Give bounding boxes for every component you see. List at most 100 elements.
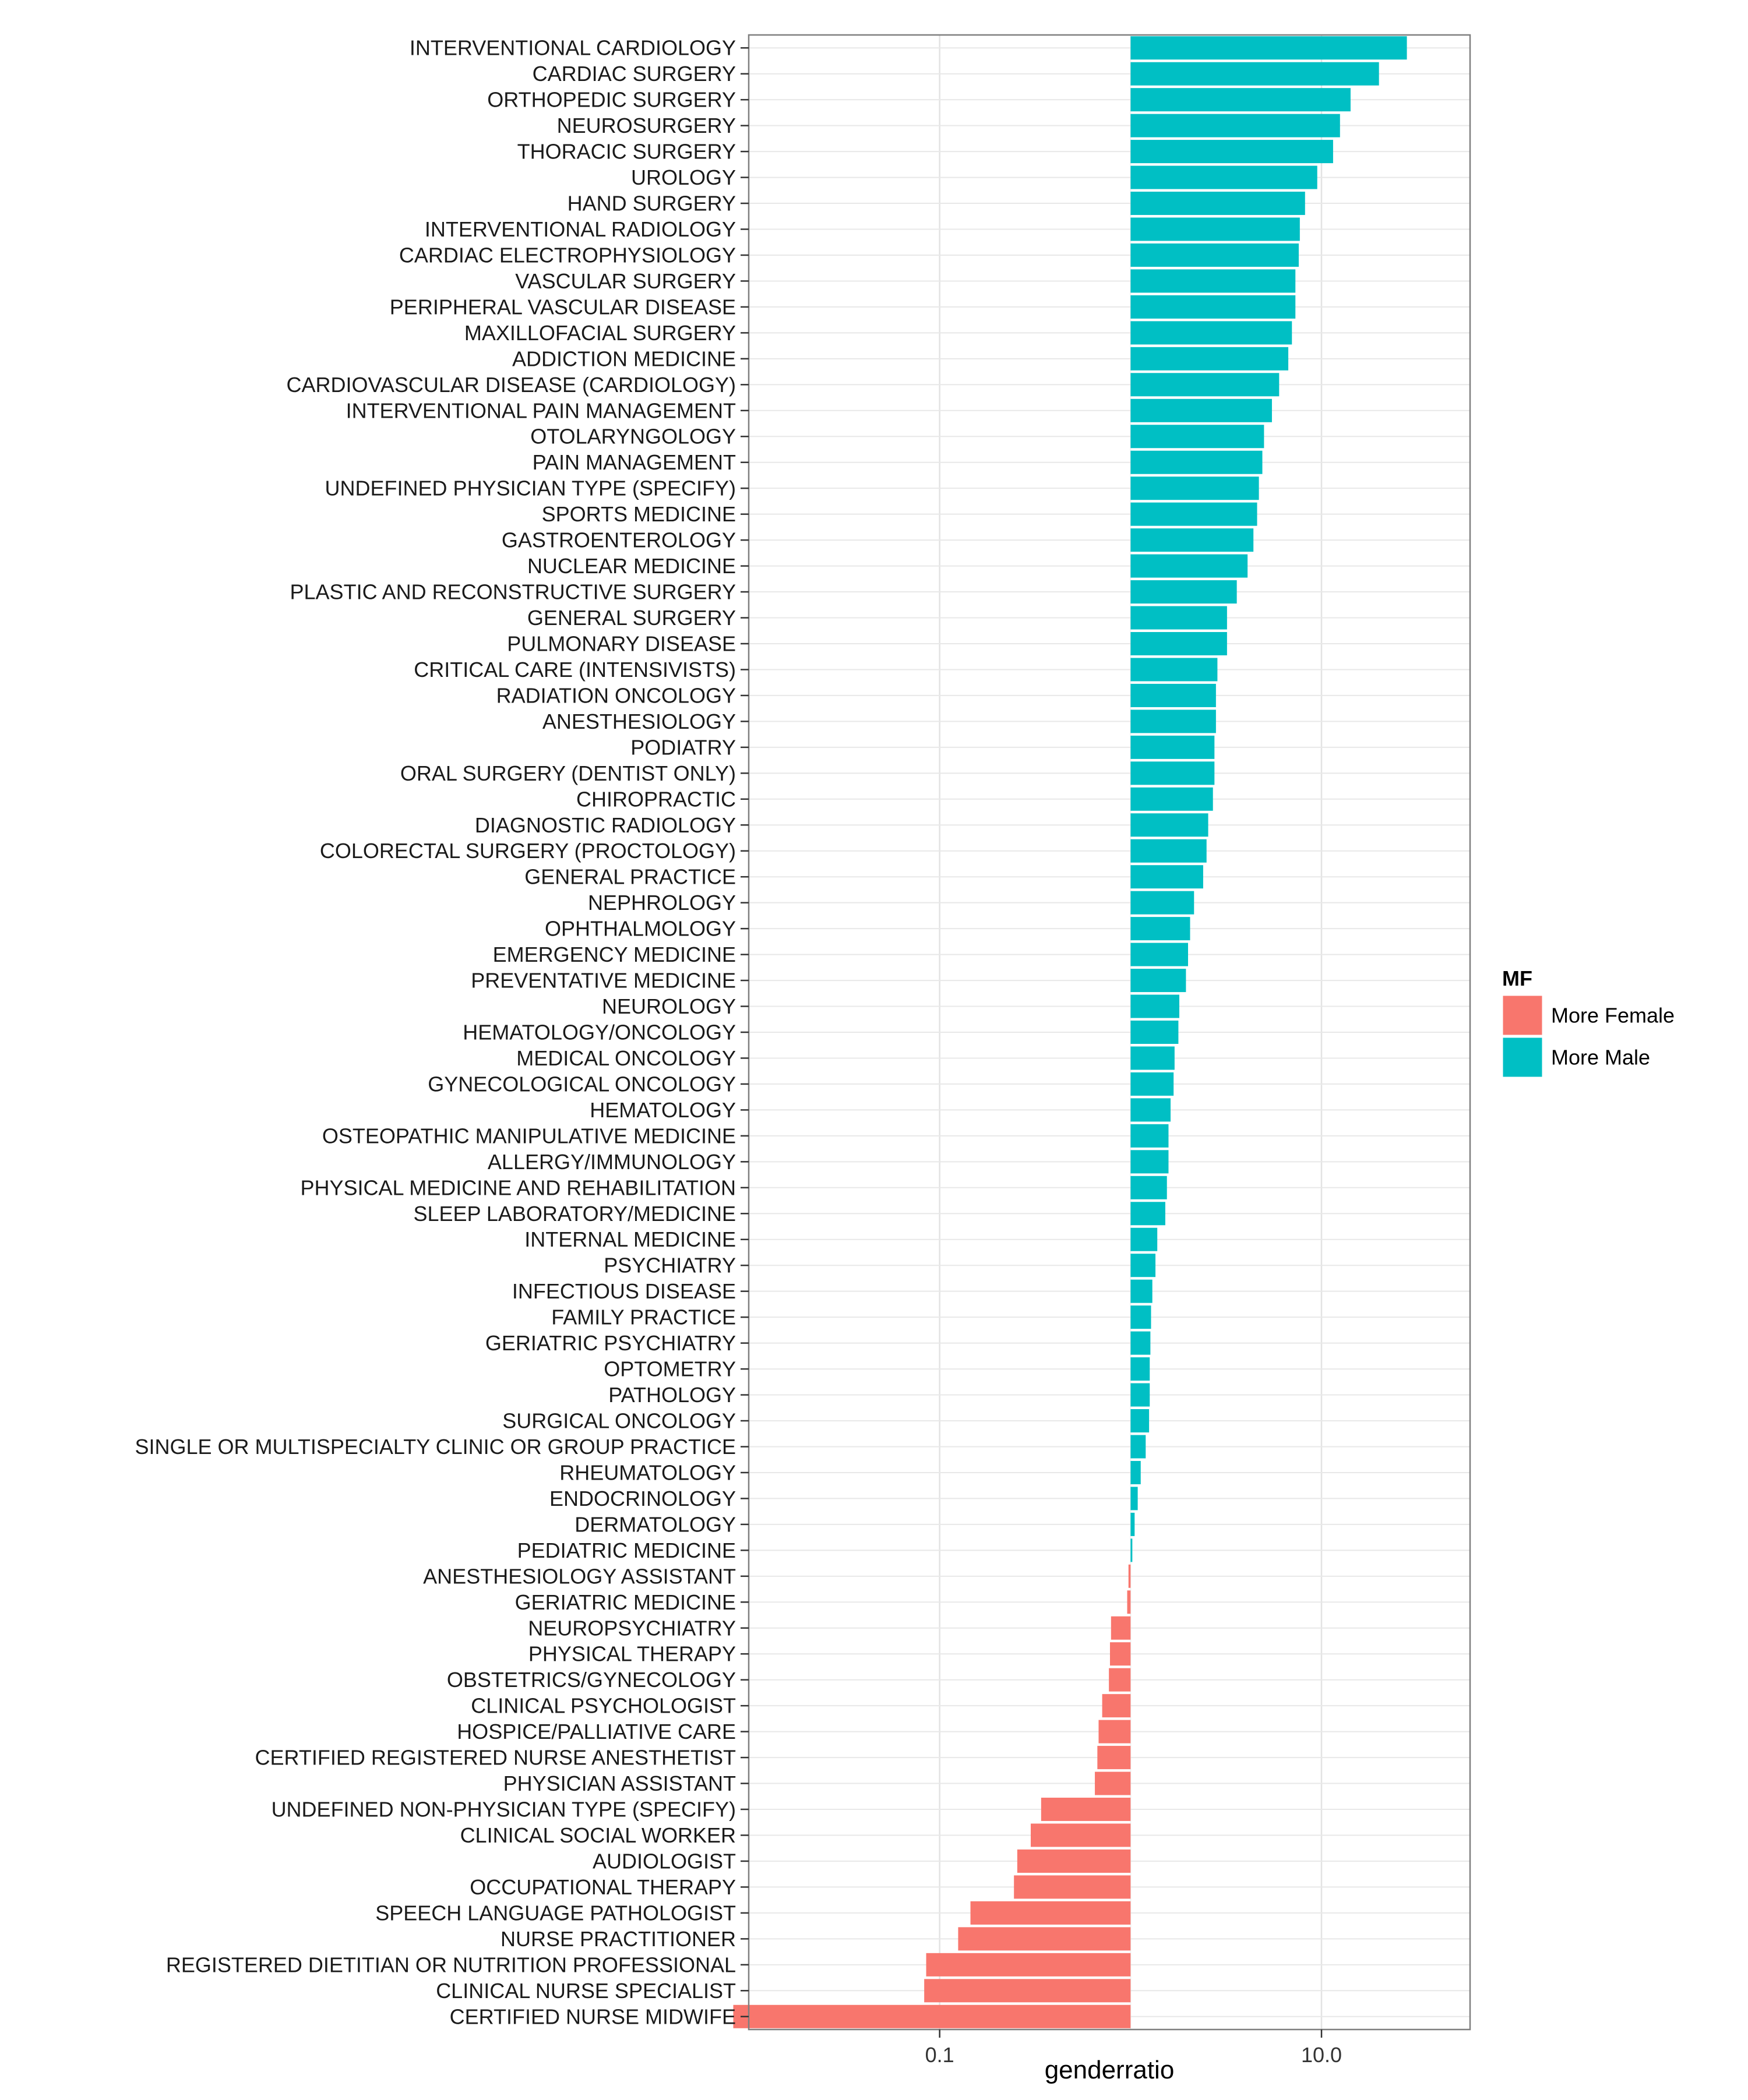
bar [958, 1927, 1131, 1951]
y-tick-label: INTERVENTIONAL PAIN MANAGEMENT [346, 398, 736, 422]
y-tick-label: PULMONARY DISEASE [507, 631, 736, 655]
bar [1130, 865, 1203, 889]
bar [1130, 62, 1379, 86]
bar [1130, 36, 1407, 60]
y-tick-label: FAMILY PRACTICE [551, 1305, 736, 1329]
y-tick-label: GASTROENTEROLOGY [502, 528, 736, 552]
bar [1130, 1460, 1141, 1484]
bar [1130, 1254, 1156, 1277]
legend-label: More Female [1551, 1004, 1675, 1028]
bar [1130, 658, 1218, 682]
y-tick-label: UNDEFINED NON-PHYSICIAN TYPE (SPECIFY) [272, 1798, 736, 1822]
y-tick-label: MAXILLOFACIAL SURGERY [464, 321, 736, 345]
y-tick-label: INTERNAL MEDICINE [524, 1227, 736, 1251]
bar [924, 1979, 1131, 2003]
bar [1130, 373, 1280, 397]
x-axis: 0.1 10.0 [925, 2030, 1342, 2067]
bar [1130, 969, 1186, 993]
bar [733, 2004, 1131, 2028]
bar [1130, 114, 1340, 137]
bar [1130, 554, 1248, 578]
bar [1111, 1616, 1131, 1640]
bar [1130, 735, 1215, 759]
bar [1130, 140, 1333, 164]
y-tick-label: SPEECH LANGUAGE PATHOLOGIST [375, 1901, 736, 1925]
x-axis-title: genderratio [1045, 2056, 1175, 2084]
bar [1130, 502, 1257, 526]
y-tick-label: CARDIAC SURGERY [533, 62, 736, 86]
y-tick-label: CRITICAL CARE (INTENSIVISTS) [414, 658, 736, 682]
y-tick-label: SPORTS MEDICINE [542, 502, 736, 526]
y-tick-label: CARDIOVASCULAR DISEASE (CARDIOLOGY) [287, 373, 736, 397]
bar [1130, 1538, 1133, 1562]
y-tick-label: ORTHOPEDIC SURGERY [487, 88, 736, 112]
y-tick-label: PAIN MANAGEMENT [533, 450, 736, 474]
bar [926, 1953, 1131, 1977]
y-tick-label: SURGICAL ONCOLOGY [502, 1409, 736, 1433]
bar [1130, 994, 1179, 1018]
y-tick-label: ALLERGY/IMMUNOLOGY [488, 1150, 736, 1174]
legend-swatch [1501, 994, 1544, 1037]
y-tick-label: HOSPICE/PALLIATIVE CARE [457, 1720, 736, 1743]
bar [1130, 269, 1296, 293]
bar [1095, 1771, 1131, 1795]
y-tick-label: NEUROPSYCHIATRY [528, 1616, 736, 1640]
bar [1130, 1202, 1165, 1226]
y-tick-label: PHYSICIAN ASSISTANT [503, 1771, 736, 1795]
y-tick-label: NUCLEAR MEDICINE [527, 554, 736, 578]
bar [1130, 1487, 1138, 1510]
y-tick-label: OPTOMETRY [604, 1357, 736, 1381]
x-tick-label: 10.0 [1301, 2043, 1342, 2067]
bar [1127, 1590, 1131, 1614]
bar [1130, 1098, 1171, 1122]
bar [1130, 88, 1351, 112]
y-tick-label: ANESTHESIOLOGY [542, 710, 736, 733]
bar [1102, 1694, 1131, 1718]
y-tick-label: PODIATRY [630, 735, 736, 759]
y-tick-label: VASCULAR SURGERY [515, 269, 736, 293]
y-tick-label: PERIPHERAL VASCULAR DISEASE [390, 295, 736, 319]
bar [1130, 1305, 1151, 1329]
bar [1130, 347, 1289, 370]
y-tick-label: REGISTERED DIETITIAN OR NUTRITION PROFES… [166, 1953, 736, 1977]
bar [1130, 1072, 1174, 1096]
bar [1017, 1849, 1131, 1873]
bar [1130, 710, 1216, 733]
y-tick-label: CHIROPRACTIC [576, 787, 736, 811]
bar [1109, 1668, 1131, 1692]
y-tick-label: UNDEFINED PHYSICIAN TYPE (SPECIFY) [325, 477, 736, 500]
legend: MF More Female More Male [1501, 966, 1675, 1079]
y-tick-label: HAND SURGERY [568, 192, 736, 216]
y-tick-label: NEUROSURGERY [557, 114, 736, 137]
y-tick-label: COLORECTAL SURGERY (PROCTOLOGY) [320, 839, 736, 863]
y-tick-label: INTERVENTIONAL CARDIOLOGY [410, 36, 736, 60]
y-tick-label: PHYSICAL THERAPY [528, 1642, 736, 1666]
legend-label: More Male [1551, 1046, 1650, 1070]
bar [1130, 683, 1216, 707]
x-tick-label: 0.1 [925, 2043, 954, 2067]
bar [1130, 477, 1259, 500]
y-tick-label: DIAGNOSTIC RADIOLOGY [475, 813, 736, 837]
bar [1130, 165, 1317, 189]
bar [1130, 217, 1300, 241]
y-tick-label: INFECTIOUS DISEASE [512, 1279, 736, 1303]
bar [1130, 1124, 1169, 1148]
bar [1130, 1227, 1158, 1251]
bar [1130, 1357, 1150, 1381]
y-tick-label: SLEEP LABORATORY/MEDICINE [413, 1202, 736, 1226]
bar [1130, 1435, 1146, 1459]
bar [1130, 1046, 1175, 1070]
y-tick-label: INTERVENTIONAL RADIOLOGY [425, 217, 736, 241]
legend-title: MF [1502, 966, 1532, 990]
bar [1109, 1642, 1131, 1666]
y-tick-label: HEMATOLOGY [590, 1098, 736, 1122]
bar [1130, 450, 1263, 474]
bar [1130, 1176, 1167, 1199]
bar [1014, 1875, 1131, 1899]
bar [1098, 1720, 1131, 1743]
y-tick-label: HEMATOLOGY/ONCOLOGY [463, 1021, 736, 1044]
y-tick-label: UROLOGY [631, 165, 736, 189]
bar [1130, 580, 1237, 604]
